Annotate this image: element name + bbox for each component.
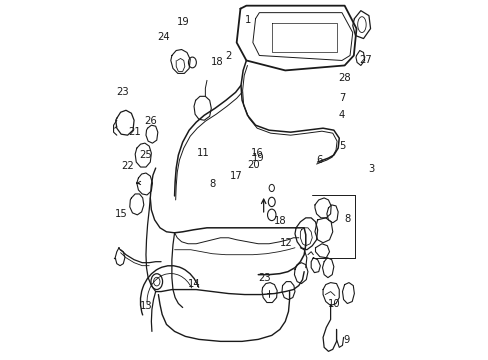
Text: 19: 19 (177, 17, 189, 27)
Text: 9: 9 (342, 334, 348, 345)
Text: 10: 10 (327, 299, 340, 309)
Text: 26: 26 (144, 116, 157, 126)
Text: 20: 20 (246, 159, 259, 170)
Text: 1: 1 (245, 15, 251, 26)
Text: 2: 2 (225, 51, 231, 61)
Text: 18: 18 (211, 57, 224, 67)
Text: 8: 8 (344, 215, 350, 224)
Text: 23: 23 (117, 87, 129, 97)
Text: 8: 8 (209, 179, 216, 189)
Text: 16: 16 (250, 148, 263, 158)
Text: 28: 28 (338, 73, 350, 83)
Text: 13: 13 (140, 301, 152, 311)
Text: 12: 12 (280, 238, 292, 248)
Text: 27: 27 (359, 55, 371, 65)
Text: 11: 11 (197, 148, 209, 158)
Text: 19: 19 (251, 153, 264, 163)
Text: 25: 25 (139, 150, 152, 160)
Text: 23: 23 (258, 273, 270, 283)
Text: 18: 18 (273, 216, 286, 226)
Text: 4: 4 (338, 111, 345, 121)
Text: 17: 17 (229, 171, 242, 181)
Text: 6: 6 (316, 155, 322, 165)
Text: 14: 14 (188, 279, 200, 289)
Text: 15: 15 (114, 209, 127, 219)
Text: 5: 5 (338, 141, 345, 151)
Text: 3: 3 (367, 164, 374, 174)
Text: 21: 21 (128, 127, 141, 136)
Text: 7: 7 (338, 93, 345, 103)
Text: 24: 24 (157, 32, 170, 41)
Text: 22: 22 (121, 161, 134, 171)
